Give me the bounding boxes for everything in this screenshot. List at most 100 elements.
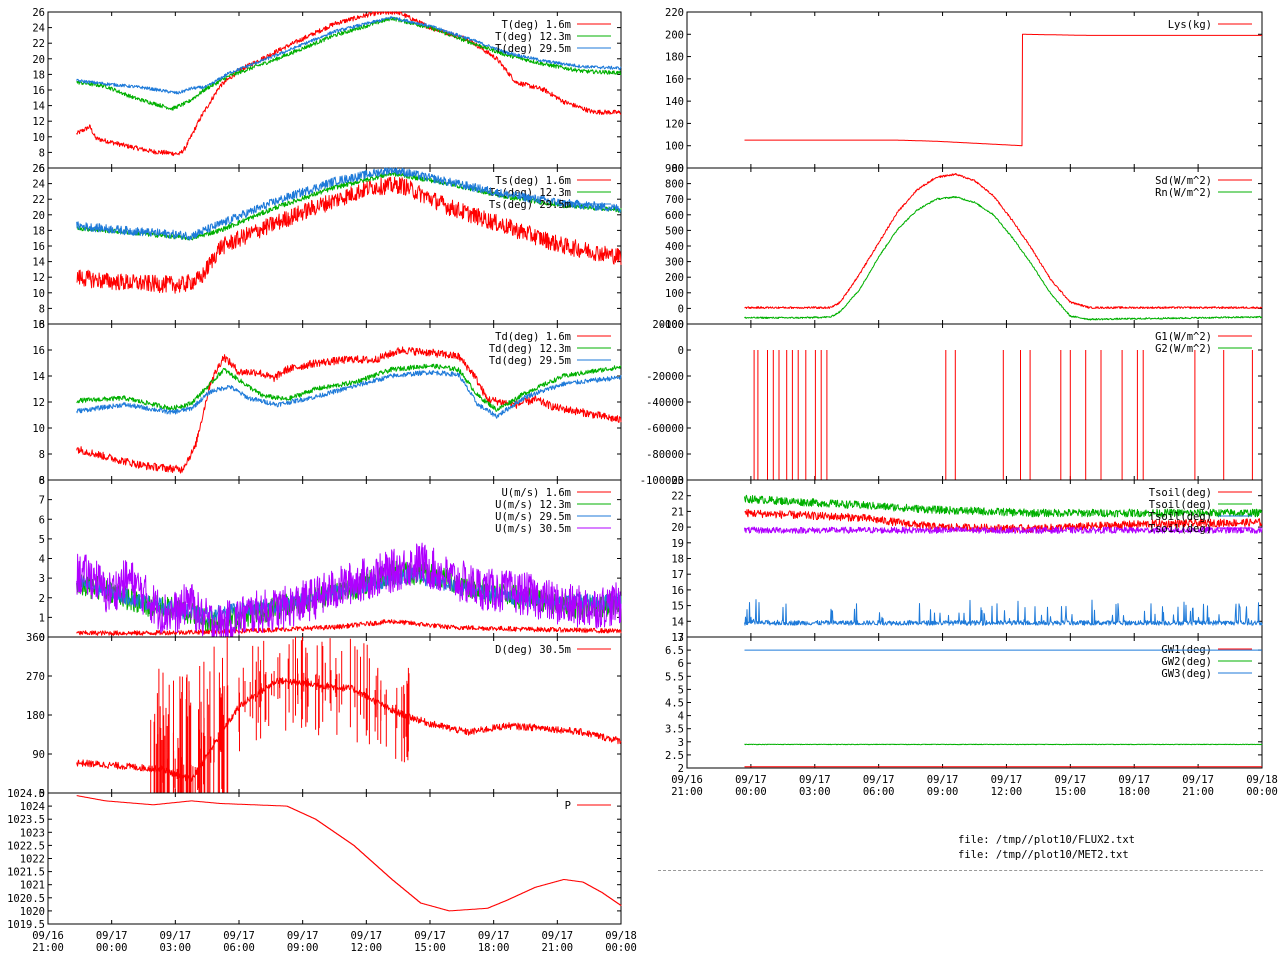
x-tick-label-right: 09/17 (863, 774, 895, 786)
series-line (744, 494, 1263, 518)
series-P-0 (76, 795, 622, 912)
x-tick-label-right: 21:00 (671, 786, 703, 798)
y-tick-label: 14 (32, 371, 45, 383)
y-tick-label: 6 (39, 163, 45, 175)
y-tick-label: 1024 (20, 801, 45, 813)
x-tick-label-left: 06:00 (223, 942, 255, 954)
y-tick-label: -100000 (640, 475, 684, 487)
legend-label: Tsoil(deg) (1149, 523, 1212, 535)
y-tick-label: 6 (678, 658, 684, 670)
y-tick-label: 200 (665, 29, 684, 41)
y-tick-label: 20 (671, 522, 684, 534)
legend-label: U(m/s) 30.5m (495, 523, 571, 535)
panel-D: 0 90 180 270 360 D(deg) 30.5m (26, 632, 622, 800)
y-tick-label: 1020.5 (7, 893, 45, 905)
x-tick-label-left: 15:00 (414, 942, 446, 954)
y-tick-label: 160 (665, 74, 684, 86)
x-tick-label-right: 09/17 (1182, 774, 1214, 786)
y-tick-label: 26 (32, 7, 45, 19)
y-tick-label: 14 (32, 257, 45, 269)
y-tick-label: 600 (665, 210, 684, 222)
x-tick-label-left: 09/17 (478, 930, 510, 942)
y-tick-label: 200 (665, 272, 684, 284)
y-tick-label: 20 (32, 54, 45, 66)
legend-label: Ts(deg) 29.5m (489, 199, 571, 211)
y-tick-label: 4.5 (665, 698, 684, 710)
y-tick-label: 0 (678, 345, 684, 357)
y-tick-label: 16 (32, 85, 45, 97)
x-tick-label-right: 21:00 (1182, 786, 1214, 798)
y-tick-label: 17 (671, 569, 684, 581)
series-line (76, 370, 622, 419)
series-Ts-2 (76, 167, 622, 241)
panel-Sd: -100 0 100 200 300 400 500 600 700 800 900 Sd(W/m^2… (659, 163, 1263, 331)
x-tick-label-right: 12:00 (991, 786, 1023, 798)
y-tick-label: 120 (665, 118, 684, 130)
x-tick-label-left: 09/17 (160, 930, 192, 942)
series-U-0 (76, 619, 622, 636)
y-tick-label: 22 (32, 194, 45, 206)
legend-label: U(m/s) 1.6m (501, 487, 571, 499)
series-line (76, 363, 622, 412)
y-tick-label: 1022.5 (7, 840, 45, 852)
y-tick-label: 6.5 (665, 645, 684, 657)
y-tick-label: 2 (678, 763, 684, 775)
x-tick-label-right: 09:00 (927, 786, 959, 798)
panel-GW: 22.533.544.555.566.57GW1(deg)GW2(deg)GW3… (665, 632, 1263, 775)
y-tick-label: 80 (671, 163, 684, 175)
series-line (76, 167, 622, 241)
y-tick-label: 400 (665, 241, 684, 253)
y-tick-label: 1021 (20, 880, 45, 892)
series-line (744, 173, 1263, 309)
y-tick-label: 3.5 (665, 724, 684, 736)
y-tick-label: 5 (678, 684, 684, 696)
y-tick-label: 14 (32, 101, 45, 113)
series-line (76, 619, 622, 636)
y-tick-label: 13 (671, 632, 684, 644)
series-U-3 (76, 542, 622, 638)
series-GW-1 (744, 743, 1263, 746)
series-line (744, 509, 1263, 533)
y-tick-label: 270 (26, 671, 45, 683)
y-tick-label: 0 (39, 632, 45, 644)
series-line (753, 350, 1253, 480)
y-tick-label: 100 (665, 141, 684, 153)
x-tick-label-right: 00:00 (735, 786, 767, 798)
y-tick-label: 1021.5 (7, 867, 45, 879)
legend-label: T(deg) 1.6m (501, 19, 571, 31)
y-tick-label: 220 (665, 7, 684, 19)
y-tick-label: -60000 (646, 423, 684, 435)
x-tick-label-right: 09/17 (799, 774, 831, 786)
legend-label: U(m/s) 12.3m (495, 499, 571, 511)
x-tick-label-right: 09/17 (735, 774, 767, 786)
y-tick-label: 5 (39, 534, 45, 546)
y-tick-label: 23 (671, 475, 684, 487)
x-tick-label-right: 09/17 (927, 774, 959, 786)
legend-label: Td(deg) 1.6m (495, 331, 571, 343)
y-tick-label: 20 (32, 210, 45, 222)
panel-U: 0 1 2 3 4 5 6 7 8 U(m/s) 1.6mU(m/s) 12.3mU(m/s) 2… (39, 475, 622, 644)
x-tick-label-right: 06:00 (863, 786, 895, 798)
series-line (76, 637, 622, 793)
x-tick-label-left: 09/17 (414, 930, 446, 942)
x-tick-label-right: 18:00 (1118, 786, 1150, 798)
y-tick-label: 10 (32, 288, 45, 300)
y-tick-label: 3 (39, 573, 45, 585)
series-G-0 (753, 350, 1253, 480)
y-tick-label: 4 (678, 711, 684, 723)
y-tick-label: 800 (665, 179, 684, 191)
x-tick-label-left: 12:00 (351, 942, 383, 954)
y-tick-label: 0 (39, 788, 45, 800)
file-label-met: file: /tmp//plot10/MET2.txt (958, 849, 1129, 861)
x-tick-label-left: 21:00 (32, 942, 64, 954)
legend-label: U(m/s) 29.5m (495, 511, 571, 523)
y-tick-label: 19 (671, 538, 684, 550)
y-tick-label: 21 (671, 506, 684, 518)
separator-line (658, 870, 1263, 871)
y-tick-label: -20000 (646, 371, 684, 383)
y-tick-label: 500 (665, 225, 684, 237)
y-tick-label: 140 (665, 96, 684, 108)
y-tick-label: -40000 (646, 397, 684, 409)
y-tick-label: 22 (671, 491, 684, 503)
